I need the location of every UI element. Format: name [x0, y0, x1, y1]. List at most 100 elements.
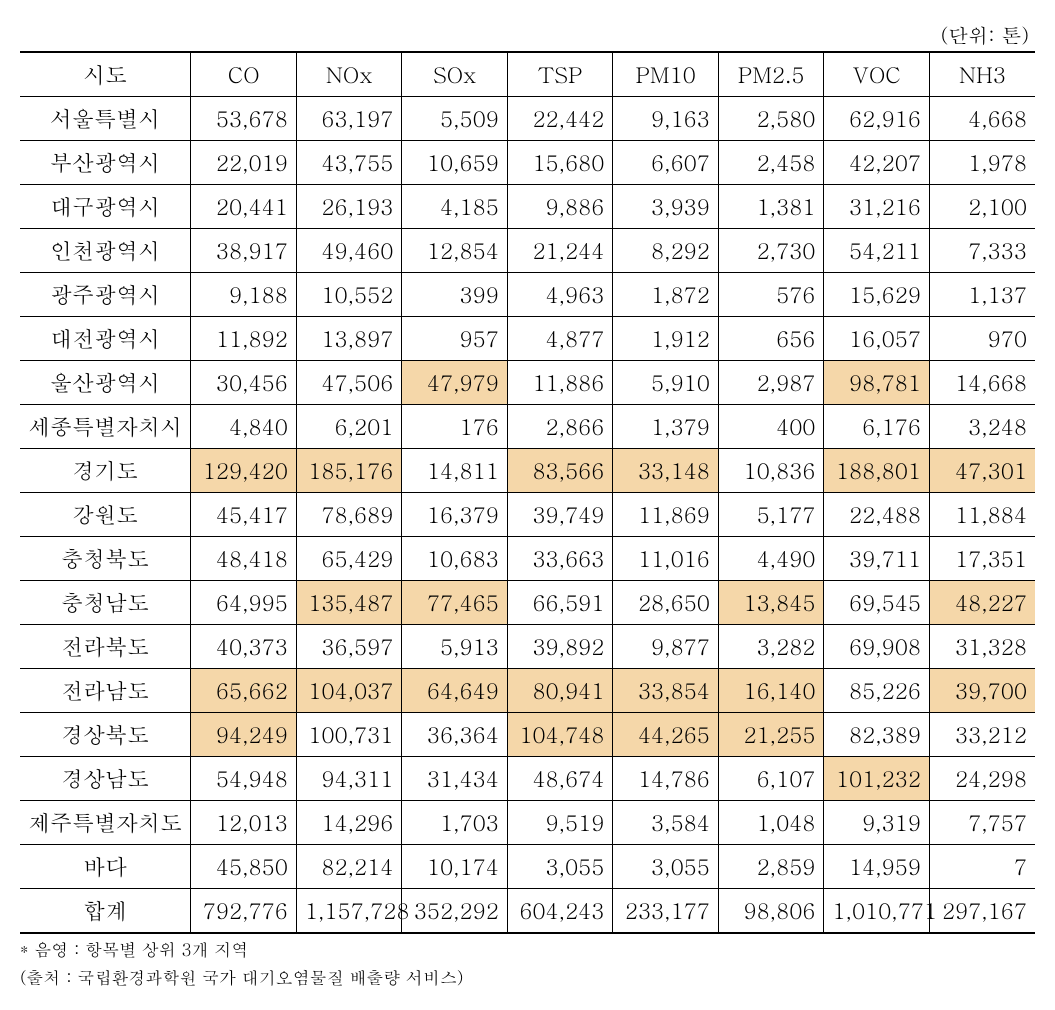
cell-value: 98,781	[824, 361, 930, 405]
cell-value: 5,509	[402, 97, 508, 141]
cell-value: 63,197	[296, 97, 402, 141]
cell-value: 1,381	[718, 185, 824, 229]
cell-value: 297,167	[929, 889, 1035, 934]
cell-region: 강원도	[20, 493, 191, 537]
col-SOx: SOx	[402, 52, 508, 97]
cell-value: 54,948	[191, 757, 297, 801]
cell-region: 경상북도	[20, 713, 191, 757]
table-row: 바다45,85082,21410,1743,0553,0552,85914,95…	[20, 845, 1035, 889]
cell-value: 352,292	[402, 889, 508, 934]
cell-value: 11,892	[191, 317, 297, 361]
emissions-table: 시도CONOxSOxTSPPM10PM2.5VOCNH3 서울특별시53,678…	[20, 51, 1035, 934]
cell-value: 957	[402, 317, 508, 361]
cell-value: 5,177	[718, 493, 824, 537]
cell-value: 11,884	[929, 493, 1035, 537]
cell-region: 충청북도	[20, 537, 191, 581]
cell-region: 인천광역시	[20, 229, 191, 273]
cell-value: 792,776	[191, 889, 297, 934]
table-row: 강원도45,41778,68916,37939,74911,8695,17722…	[20, 493, 1035, 537]
cell-value: 656	[718, 317, 824, 361]
cell-value: 4,668	[929, 97, 1035, 141]
cell-value: 48,227	[929, 581, 1035, 625]
cell-value: 38,917	[191, 229, 297, 273]
cell-value: 69,908	[824, 625, 930, 669]
cell-value: 47,979	[402, 361, 508, 405]
table-row: 부산광역시22,01943,75510,65915,6806,6072,4584…	[20, 141, 1035, 185]
cell-value: 399	[402, 273, 508, 317]
cell-value: 28,650	[613, 581, 719, 625]
cell-value: 6,201	[296, 405, 402, 449]
cell-value: 9,886	[507, 185, 613, 229]
cell-value: 10,683	[402, 537, 508, 581]
cell-region: 바다	[20, 845, 191, 889]
cell-value: 2,859	[718, 845, 824, 889]
table-row: 울산광역시30,45647,50647,97911,8865,9102,9879…	[20, 361, 1035, 405]
cell-value: 16,140	[718, 669, 824, 713]
cell-value: 1,978	[929, 141, 1035, 185]
cell-value: 2,987	[718, 361, 824, 405]
cell-value: 22,488	[824, 493, 930, 537]
unit-label: (단위: 톤)	[20, 20, 1035, 49]
footnote-shading: * 음영 : 항목별 상위 3개 지역	[20, 938, 1035, 962]
cell-value: 53,678	[191, 97, 297, 141]
cell-value: 4,840	[191, 405, 297, 449]
cell-value: 31,328	[929, 625, 1035, 669]
cell-value: 4,490	[718, 537, 824, 581]
table-row: 충청남도64,995135,48777,46566,59128,65013,84…	[20, 581, 1035, 625]
table-row: 경상북도94,249100,73136,364104,74844,26521,2…	[20, 713, 1035, 757]
cell-value: 3,248	[929, 405, 1035, 449]
col-PM10: PM10	[613, 52, 719, 97]
cell-region: 대구광역시	[20, 185, 191, 229]
cell-value: 43,755	[296, 141, 402, 185]
cell-value: 4,877	[507, 317, 613, 361]
cell-value: 78,689	[296, 493, 402, 537]
cell-value: 3,939	[613, 185, 719, 229]
cell-value: 10,174	[402, 845, 508, 889]
cell-value: 11,886	[507, 361, 613, 405]
cell-value: 176	[402, 405, 508, 449]
cell-value: 576	[718, 273, 824, 317]
cell-value: 36,597	[296, 625, 402, 669]
cell-value: 13,897	[296, 317, 402, 361]
cell-value: 1,157,728	[296, 889, 402, 934]
col-NOx: NOx	[296, 52, 402, 97]
cell-value: 33,663	[507, 537, 613, 581]
cell-value: 22,442	[507, 97, 613, 141]
cell-region: 대전광역시	[20, 317, 191, 361]
cell-value: 94,249	[191, 713, 297, 757]
cell-value: 104,037	[296, 669, 402, 713]
cell-value: 98,806	[718, 889, 824, 934]
cell-value: 4,963	[507, 273, 613, 317]
cell-value: 47,301	[929, 449, 1035, 493]
table-row: 세종특별자치시4,8406,2011762,8661,3794006,1763,…	[20, 405, 1035, 449]
table-row: 충청북도48,41865,42910,68333,66311,0164,4903…	[20, 537, 1035, 581]
cell-value: 1,912	[613, 317, 719, 361]
table-row: 경기도129,420185,17614,81183,56633,14810,83…	[20, 449, 1035, 493]
cell-region: 울산광역시	[20, 361, 191, 405]
cell-value: 39,749	[507, 493, 613, 537]
cell-region: 부산광역시	[20, 141, 191, 185]
cell-value: 129,420	[191, 449, 297, 493]
table-row: 전라북도40,37336,5975,91339,8929,8773,28269,…	[20, 625, 1035, 669]
cell-value: 39,711	[824, 537, 930, 581]
cell-value: 62,916	[824, 97, 930, 141]
cell-value: 14,811	[402, 449, 508, 493]
table-container: (단위: 톤) 시도CONOxSOxTSPPM10PM2.5VOCNH3 서울특…	[20, 20, 1035, 990]
cell-value: 17,351	[929, 537, 1035, 581]
cell-value: 135,487	[296, 581, 402, 625]
cell-value: 7,333	[929, 229, 1035, 273]
cell-value: 15,629	[824, 273, 930, 317]
cell-value: 9,188	[191, 273, 297, 317]
table-header: 시도CONOxSOxTSPPM10PM2.5VOCNH3	[20, 52, 1035, 97]
footnote-source: (출처 : 국립환경과학원 국가 대기오염물질 배출량 서비스)	[20, 966, 1035, 990]
cell-value: 8,292	[613, 229, 719, 273]
col-TSP: TSP	[507, 52, 613, 97]
cell-value: 13,845	[718, 581, 824, 625]
table-row: 인천광역시38,91749,46012,85421,2448,2922,7305…	[20, 229, 1035, 273]
cell-value: 10,836	[718, 449, 824, 493]
table-row: 광주광역시9,18810,5523994,9631,87257615,6291,…	[20, 273, 1035, 317]
cell-value: 47,506	[296, 361, 402, 405]
col-PM2.5: PM2.5	[718, 52, 824, 97]
cell-value: 39,892	[507, 625, 613, 669]
cell-value: 3,055	[613, 845, 719, 889]
